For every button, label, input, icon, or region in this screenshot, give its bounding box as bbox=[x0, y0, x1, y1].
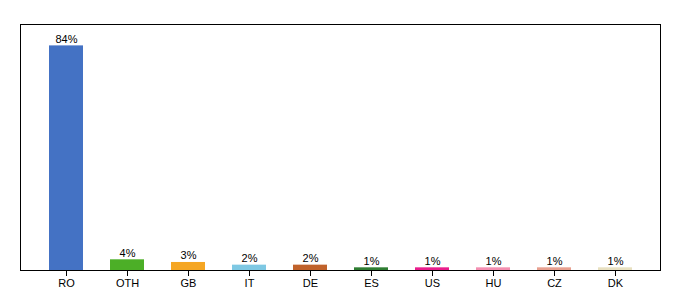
svg-text:CZ: CZ bbox=[547, 277, 562, 289]
svg-text:US: US bbox=[425, 277, 440, 289]
svg-text:1%: 1% bbox=[364, 255, 380, 267]
svg-text:2%: 2% bbox=[303, 252, 319, 264]
svg-text:ES: ES bbox=[364, 277, 379, 289]
svg-text:84%: 84% bbox=[55, 33, 77, 45]
svg-text:DK: DK bbox=[608, 277, 624, 289]
svg-text:IT: IT bbox=[245, 277, 255, 289]
svg-text:1%: 1% bbox=[547, 255, 563, 267]
svg-text:4%: 4% bbox=[120, 247, 136, 259]
svg-text:1%: 1% bbox=[608, 255, 624, 267]
svg-text:GB: GB bbox=[181, 277, 197, 289]
svg-text:OTH: OTH bbox=[116, 277, 139, 289]
svg-text:DE: DE bbox=[303, 277, 318, 289]
svg-text:1%: 1% bbox=[425, 255, 441, 267]
svg-text:2%: 2% bbox=[242, 252, 258, 264]
svg-text:1%: 1% bbox=[486, 255, 502, 267]
svg-text:RO: RO bbox=[58, 277, 75, 289]
svg-text:HU: HU bbox=[486, 277, 502, 289]
svg-text:3%: 3% bbox=[181, 249, 197, 261]
